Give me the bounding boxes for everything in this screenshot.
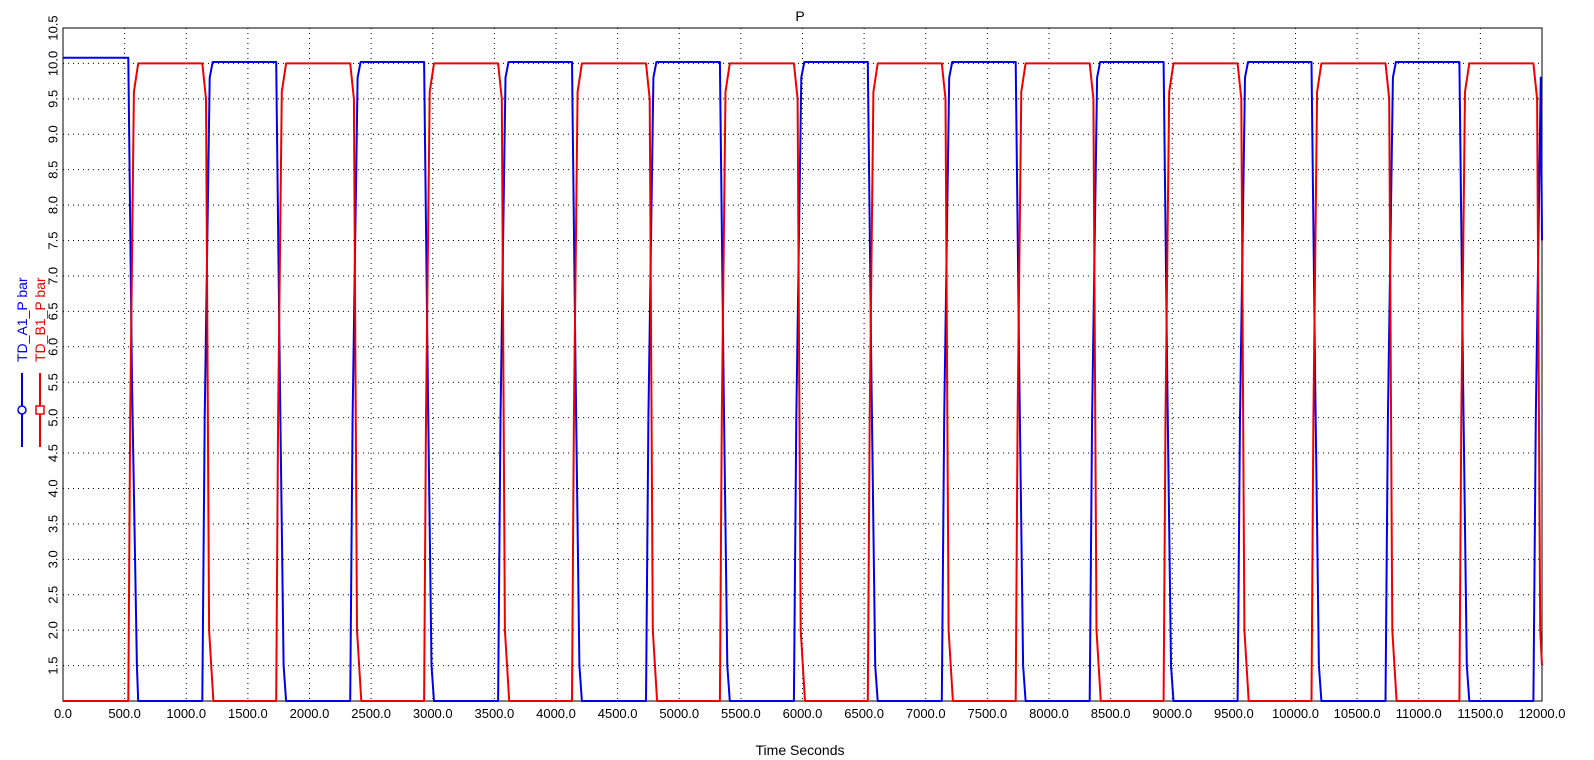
x-tick-label: 0.0 [54,706,72,721]
legend-circle-marker [17,405,27,415]
x-tick-label: 2500.0 [351,706,391,721]
legend-label: TD_B1_P bar [32,277,48,362]
x-tick-label: 1500.0 [228,706,268,721]
y-tick-label: 5.0 [45,409,60,427]
plot-frame [62,27,1543,702]
series-line-td-b1-p [63,62,1543,702]
x-tick-label: 3000.0 [413,706,453,721]
x-tick-label: 10000.0 [1272,706,1319,721]
x-tick-label: 9500.0 [1214,706,1254,721]
x-tick-label: 7000.0 [906,706,946,721]
y-tick-label: 5.5 [45,373,60,391]
y-tick-label: 7.0 [45,267,60,285]
y-tick-label: 9.5 [45,90,60,108]
grid [63,27,1542,701]
x-tick-label: 6500.0 [844,706,884,721]
y-tick-label: 10.5 [45,15,60,40]
x-tick-label: 7500.0 [967,706,1007,721]
series-layer [63,56,1543,702]
y-tick-label: 7.5 [45,231,60,249]
x-tick-label: 500.0 [108,706,141,721]
x-tick-label: 3500.0 [474,706,514,721]
x-tick-labels: 0.0 500.0 1000.0 1500.0 2000.0 2500.0 3000.0 35… [54,706,1566,721]
x-tick-label: 2000.0 [290,706,330,721]
legend: TD_A1_P bar TD_B1_P bar [14,277,48,447]
legend-square-marker [35,405,45,415]
x-tick-label: 10500.0 [1334,706,1381,721]
y-tick-label: 4.0 [45,479,60,497]
x-tick-label: 11500.0 [1457,706,1503,721]
y-tick-label: 2.5 [45,586,60,604]
y-tick-label: 6.5 [45,302,60,320]
y-tick-label: 3.5 [45,515,60,533]
y-tick-label: 9.0 [45,125,60,143]
x-tick-label: 11000.0 [1396,706,1442,721]
x-tick-label: 5500.0 [721,706,761,721]
chart-title: P [795,8,804,24]
x-tick-label: 12000.0 [1519,706,1566,721]
y-tick-label: 8.5 [45,161,60,179]
y-tick-label: 4.5 [45,444,60,462]
y-tick-label: 6.0 [45,338,60,356]
x-tick-label: 4500.0 [598,706,638,721]
y-tick-label: 8.0 [45,196,60,214]
x-tick-label: 8000.0 [1029,706,1069,721]
x-tick-label: 1000.0 [166,706,206,721]
x-tick-label: 8500.0 [1091,706,1131,721]
y-tick-label: 3.0 [45,550,60,568]
y-tick-label: 1.5 [45,657,60,675]
x-tick-label: 6000.0 [783,706,823,721]
y-tick-labels: 1.5 2.0 2.5 3.0 3.5 4.0 4.5 5.0 5.5 6.0 6.5 7.0 7.5 8… [45,15,60,674]
x-axis-title: Time Seconds [756,742,845,758]
legend-label: TD_A1_P bar [14,277,30,362]
y-tick-label: 10.0 [45,51,60,76]
series-line-td-a1-p [63,56,1543,702]
y-tick-label: 2.0 [45,621,60,639]
x-tick-label: 9000.0 [1152,706,1192,721]
x-tick-label: 4000.0 [536,706,576,721]
x-tick-label: 5000.0 [659,706,699,721]
